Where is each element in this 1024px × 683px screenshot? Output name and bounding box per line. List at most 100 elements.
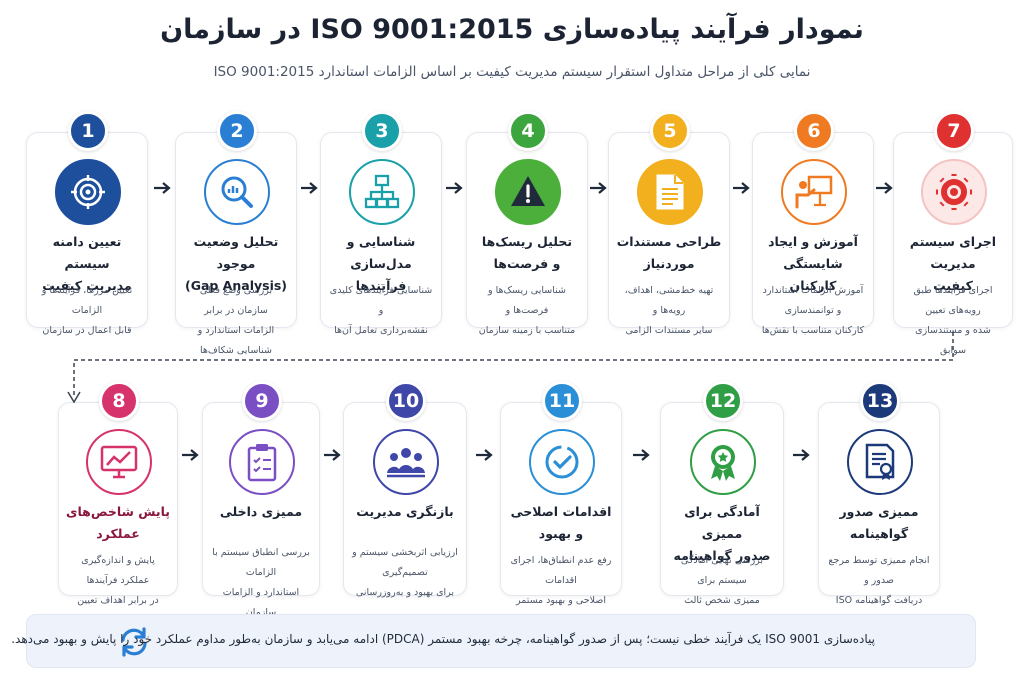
step-title: طراحی مستندات موردنیاز <box>615 231 723 275</box>
step-description-line-2: ممیزی شخص ثالث <box>684 595 760 606</box>
warning-icon <box>495 159 561 225</box>
step-number-badge: 4 <box>508 111 548 151</box>
flow-arrow-icon <box>323 449 341 461</box>
flow-arrow-icon <box>475 449 493 461</box>
step-card-11: 11 اقدامات اصلاحی و بهبود رفع عدم انطباق‌ها… <box>500 381 622 606</box>
step-description: شناسایی فرآیندهای کلیدی و نقشه‌برداری تعا… <box>329 281 433 341</box>
step-description-line-2: استاندارد و الزامات سازمان <box>222 587 300 618</box>
step-title-line-1: بازنگری مدیریت <box>356 504 454 519</box>
step-description-line-1: شناسایی ریسک‌ها و فرصت‌ها و <box>488 285 566 316</box>
step-number-badge: 6 <box>794 111 834 151</box>
step-card-13: 13 ممیزی صدور گواهینامه انجام ممیزی توسط مر… <box>818 381 940 626</box>
step-description: تعیین مرزها، فرآیندها و الزامات قابل اعما… <box>35 281 139 341</box>
refresh-cycle-icon <box>121 627 147 657</box>
step-title: تحلیل وضعیت موجود (Gap Analysis) <box>182 231 290 297</box>
step-title-line-1: شناسایی و مدل‌سازی <box>346 234 416 271</box>
step-card-2: 2 تحلیل وضعیت موجود (Gap Analysis) بررسی وض… <box>175 111 297 356</box>
step-title: شناسایی و مدل‌سازی فرآیندها <box>327 231 435 297</box>
step-card-10: 10 بازنگری مدیریت ارزیابی اثربخشی سیستم و … <box>343 381 467 598</box>
step-title-line-1: تعیین دامنه سیستم <box>52 234 122 271</box>
step-description-line-2: اصلاحی و بهبود مستمر <box>515 595 606 606</box>
step-title-line-1: ممیزی داخلی <box>219 504 303 519</box>
step-number-badge: 7 <box>934 111 974 151</box>
step-description: رفع عدم انطباق‌ها، اجرای اقدامات اصلاحی و… <box>509 551 613 611</box>
award-icon <box>690 429 756 495</box>
step-card-6: 6 آموزش و ایجاد شایستگی کارکنان آموزش الزام… <box>752 111 874 336</box>
step-description: اجرای فرآیندها طبق رویه‌های تعیین شده و م… <box>902 281 1004 361</box>
certificate-icon <box>847 429 913 495</box>
step-description-line-2: قابل اعمال در سازمان <box>42 325 132 336</box>
training-icon <box>781 159 847 225</box>
flow-arrow-icon <box>633 449 650 461</box>
team-icon <box>373 429 439 495</box>
step-description-line-2: شده و مستندسازی سوابق <box>915 325 991 356</box>
step-description: شناسایی ریسک‌ها و فرصت‌ها و متناسب با زمی… <box>475 281 579 341</box>
step-title: تحلیل ریسک‌ها و فرصت‌ها <box>473 231 581 275</box>
step-description-line-1: شناسایی فرآیندهای کلیدی و <box>329 285 433 316</box>
page-title: نمودار فرآیند پیاده‌سازی ISO 9001:2015 د… <box>160 14 864 45</box>
step-title: اقدامات اصلاحی و بهبود <box>507 501 615 545</box>
step-title-line-2: کارکنان <box>789 278 837 293</box>
step-title: ممیزی داخلی <box>209 501 313 523</box>
step-title: آمادگی برای ممیزی صدور گواهینامه <box>667 501 777 567</box>
step-number-badge: 13 <box>860 381 900 421</box>
step-title-line-1: تحلیل وضعیت موجود <box>193 234 279 271</box>
step-title-line-1: ممیزی صدور <box>839 504 919 519</box>
step-description: تهیه خط‌مشی، اهداف، رویه‌ها و سایر مستندا… <box>617 281 721 341</box>
step-description-line-1: انجام ممیزی توسط مرجع صدور و <box>828 555 930 586</box>
step-description-line-1: تعیین مرزها، فرآیندها و الزامات <box>41 285 133 316</box>
document-icon <box>637 159 703 225</box>
step-description: بررسی نهایی آمادگی سیستم برای ممیزی شخص ث… <box>669 551 775 611</box>
target-icon <box>55 159 121 225</box>
step-description-line-1: آموزش الزامات استاندارد و توانمندسازی <box>762 285 864 316</box>
step-title-line-2: و فرصت‌ها <box>493 256 561 271</box>
step-title-line-1: تحلیل ریسک‌ها <box>481 234 573 249</box>
flow-arrow-icon <box>182 449 199 461</box>
step-title: آموزش و ایجاد شایستگی کارکنان <box>759 231 867 297</box>
flow-arrow-icon <box>590 182 607 194</box>
step-title: تعیین دامنه سیستم مدیریت کیفیت <box>33 231 141 297</box>
step-description-line-1: بررسی وضع فعلی سازمان در برابر <box>199 285 273 316</box>
step-title-line-2: عملکرد <box>96 526 140 541</box>
step-description-line-1: پایش و اندازه‌گیری عملکرد فرآیندها <box>81 555 155 586</box>
step-card-9: 9 ممیزی داخلی بررسی انطباق سیستم با الزاما… <box>202 381 320 618</box>
step-number-badge: 1 <box>68 111 108 151</box>
magnifier-chart-icon <box>204 159 270 225</box>
step-title-line-2: مدیریت کیفیت <box>42 278 132 293</box>
step-description: بررسی انطباق سیستم با الزامات استاندارد و… <box>211 543 311 623</box>
footer-note: پیاده‌سازی ISO 9001 یک فرآیند خطی نیست؛ … <box>11 614 976 668</box>
step-title-line-1: آمادگی برای ممیزی <box>684 504 760 541</box>
step-title-line-1: اقدامات اصلاحی <box>510 504 612 519</box>
step-description: آموزش الزامات استاندارد و توانمندسازی کار… <box>761 281 865 341</box>
step-description: بررسی وضع فعلی سازمان در برابر الزامات اس… <box>184 281 288 361</box>
step-title: بازنگری مدیریت <box>350 501 460 523</box>
step-card-4: 4 تحلیل ریسک‌ها و فرصت‌ها شناسایی ریسک‌ها و… <box>466 111 588 336</box>
step-number-badge: 3 <box>362 111 402 151</box>
step-title-line-2: موردنیاز <box>643 256 695 271</box>
step-card-1: 1 تعیین دامنه سیستم مدیریت کیفیت تعیین مرزه… <box>26 111 148 336</box>
flow-arrow-icon <box>446 182 463 194</box>
flow-arrow-icon <box>875 182 893 194</box>
step-number-badge: 11 <box>542 381 582 421</box>
step-description-line-2: نقشه‌برداری تعامل آن‌ها <box>334 325 428 336</box>
step-title-line-2: کیفیت <box>933 278 973 293</box>
step-title-line-2: و بهبود <box>538 526 584 541</box>
step-description-line-1: تهیه خط‌مشی، اهداف، رویه‌ها و <box>624 285 714 316</box>
step-title-line-2: گواهینامه <box>849 526 909 541</box>
step-description-line-1: رفع عدم انطباق‌ها، اجرای اقدامات <box>510 555 612 586</box>
flow-arrow-icon <box>153 182 171 194</box>
step-title: اجرای سیستم مدیریت کیفیت <box>900 231 1006 297</box>
step-title-line-1: اجرای سیستم مدیریت <box>909 234 997 271</box>
step-description-line-1: بررسی نهایی آمادگی سیستم برای <box>680 555 764 586</box>
step-number-badge: 8 <box>99 381 139 421</box>
flow-arrow-icon <box>300 182 318 194</box>
step-title-line-1: پایش شاخص‌های <box>66 504 170 519</box>
step-description-line-1: اجرای فرآیندها طبق رویه‌های تعیین <box>913 285 993 316</box>
step-card-12: 12 آمادگی برای ممیزی صدور گواهینامه بررسی ن… <box>660 381 784 606</box>
check-circle-icon <box>529 429 595 495</box>
step-description: ارزیابی اثربخشی سیستم و تصمیم‌گیری برای ب… <box>352 543 458 603</box>
step-description-line-1: بررسی انطباق سیستم با الزامات <box>212 547 310 578</box>
step-title-line-1: طراحی مستندات <box>616 234 722 249</box>
step-title-line-2: صدور گواهینامه <box>673 548 771 563</box>
step-description-line-2: کارکنان متناسب با نقش‌ها <box>761 325 865 336</box>
